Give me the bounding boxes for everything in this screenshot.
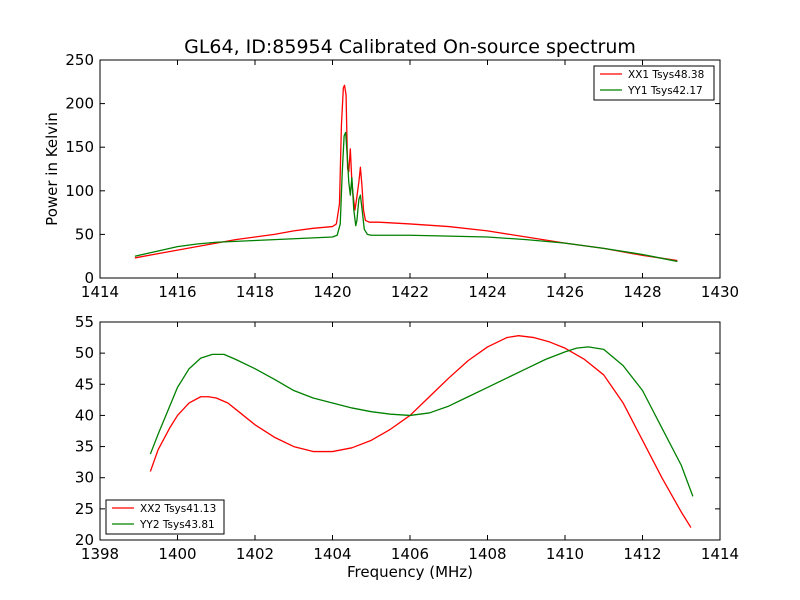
top-x-tick-label: 1414: [81, 283, 119, 301]
bottom-x-tick-label: 1400: [158, 545, 196, 563]
top-x-tick-label: 1424: [468, 283, 506, 301]
bottom-x-axis-label: Frequency (MHz): [347, 563, 473, 581]
bottom-plot: 1398 1400 1402 1404 1406 1408 1410 1412 1414 20 25…: [75, 313, 739, 581]
bottom-x-tick-label: 1402: [236, 545, 274, 563]
bottom-y-tick-label: 20: [75, 531, 94, 549]
bottom-x-tick-label: 1412: [623, 545, 661, 563]
top-legend-box: [593, 65, 715, 101]
top-y-tick-label: 150: [65, 138, 94, 156]
top-y-axis-label: Power in Kelvin: [43, 112, 61, 226]
top-legend-label-xx1: XX1 Tsys48.38: [628, 69, 704, 81]
top-x-tick-label: 1416: [158, 283, 196, 301]
top-y-tick-label: 100: [65, 182, 94, 200]
top-y-tick-label: 50: [75, 225, 94, 243]
bottom-x-tick-label: 1410: [546, 545, 584, 563]
bottom-x-tick-label: 1414: [701, 545, 739, 563]
bottom-x-tick-label: 1404: [313, 545, 351, 563]
bottom-y-tick-label: 50: [75, 344, 94, 362]
bottom-y-tick-label: 30: [75, 469, 94, 487]
bottom-y-tick-label: 45: [75, 375, 94, 393]
bottom-y-tick-label: 25: [75, 500, 94, 518]
bottom-series-line-2: [149, 346, 694, 497]
chart-title: GL64, ID:85954 Calibrated On-source spec…: [184, 36, 636, 58]
top-x-tick-label: 1420: [313, 283, 351, 301]
top-series-line-1: [134, 84, 678, 262]
top-y-tick-label: 250: [65, 51, 94, 69]
bottom-y-tick-label: 40: [75, 406, 94, 424]
bottom-legend-label-yy2: YY2 Tsys43.81: [139, 519, 215, 531]
bottom-x-tick-label: 1408: [468, 545, 506, 563]
bottom-y-tick-label: 55: [75, 313, 94, 331]
top-x-tick-label: 1422: [391, 283, 429, 301]
top-x-tick-label: 1426: [546, 283, 584, 301]
bottom-x-tick-label: 1398: [81, 545, 119, 563]
top-x-tick-label: 1428: [623, 283, 661, 301]
bottom-legend-box: [105, 499, 225, 535]
bottom-legend-label-xx2: XX2 Tsys41.13: [140, 503, 216, 515]
top-plot: 1414 1416 1418 1420 1422 1424 1426 1428 1430 0 50 1…: [43, 51, 739, 301]
bottom-legend: XX2 Tsys41.13 YY2 Tsys43.81: [105, 499, 225, 535]
top-x-tick-label: 1418: [236, 283, 274, 301]
top-legend: XX1 Tsys48.38 YY1 Tsys42.17: [593, 65, 715, 101]
top-y-tick-label: 0: [84, 269, 94, 287]
top-x-tick-label: 1430: [701, 283, 739, 301]
top-y-tick-label: 200: [65, 95, 94, 113]
bottom-series-line-1: [149, 335, 692, 528]
bottom-y-tick-label: 35: [75, 438, 94, 456]
top-series-line-2: [134, 131, 678, 263]
bottom-x-tick-label: 1406: [391, 545, 429, 563]
top-legend-label-yy1: YY1 Tsys42.17: [627, 85, 703, 97]
